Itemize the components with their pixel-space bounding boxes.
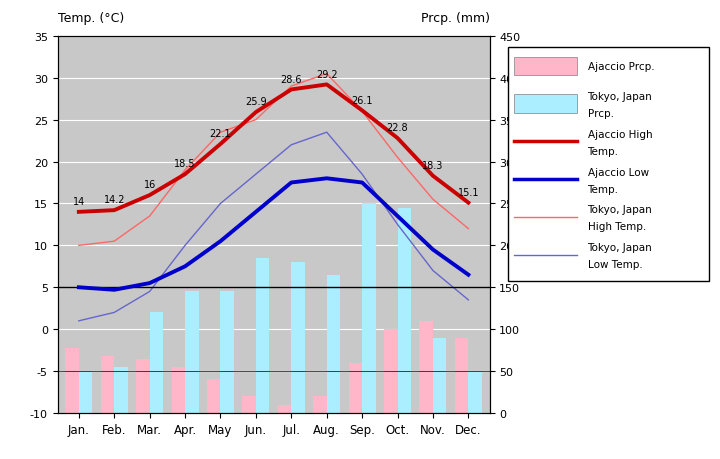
Text: Low Temp.: Low Temp. <box>588 259 642 269</box>
Text: Ajaccio High: Ajaccio High <box>588 129 652 140</box>
Bar <box>256 258 269 413</box>
Text: 16: 16 <box>143 180 156 190</box>
Bar <box>243 397 256 413</box>
Bar <box>397 208 411 413</box>
Text: Temp.: Temp. <box>588 184 618 194</box>
Text: 14.2: 14.2 <box>104 195 125 205</box>
Bar <box>278 405 292 413</box>
Text: Tokyo, Japan: Tokyo, Japan <box>588 205 652 215</box>
Bar <box>220 292 234 413</box>
Text: 28.6: 28.6 <box>281 74 302 84</box>
Bar <box>207 380 220 413</box>
Text: 22.8: 22.8 <box>387 123 408 133</box>
Bar <box>292 263 305 413</box>
Text: 15.1: 15.1 <box>458 187 479 197</box>
Bar <box>384 330 397 413</box>
Text: 14: 14 <box>73 196 85 207</box>
Text: 29.2: 29.2 <box>316 69 338 79</box>
Text: 26.1: 26.1 <box>351 95 373 105</box>
Bar <box>508 48 708 281</box>
Bar <box>79 371 92 413</box>
Bar <box>468 371 482 413</box>
Bar <box>101 356 114 413</box>
Bar <box>433 338 446 413</box>
Text: 25.9: 25.9 <box>245 97 266 107</box>
Text: Temp. (°C): Temp. (°C) <box>58 12 124 25</box>
Text: 22.1: 22.1 <box>210 129 231 139</box>
Text: Prcp.: Prcp. <box>588 109 613 119</box>
Text: Ajaccio Low: Ajaccio Low <box>588 167 649 177</box>
FancyBboxPatch shape <box>514 57 577 76</box>
Text: Temp.: Temp. <box>588 146 618 157</box>
Bar <box>150 313 163 413</box>
Text: Prcp. (mm): Prcp. (mm) <box>420 12 490 25</box>
FancyBboxPatch shape <box>514 95 577 114</box>
Bar <box>66 348 79 413</box>
Text: 18.5: 18.5 <box>174 159 196 169</box>
Bar <box>171 367 185 413</box>
Bar <box>348 363 362 413</box>
Text: Tokyo, Japan: Tokyo, Japan <box>588 242 652 252</box>
Text: Ajaccio Prcp.: Ajaccio Prcp. <box>588 62 654 72</box>
Text: High Temp.: High Temp. <box>588 222 646 232</box>
Text: Tokyo, Japan: Tokyo, Japan <box>588 92 652 102</box>
Bar <box>327 275 340 413</box>
Bar <box>185 292 199 413</box>
Text: 18.3: 18.3 <box>422 161 444 171</box>
Bar <box>420 321 433 413</box>
Bar <box>313 397 327 413</box>
Bar <box>136 359 150 413</box>
Bar <box>362 204 376 413</box>
Bar <box>455 338 468 413</box>
Bar <box>114 367 127 413</box>
